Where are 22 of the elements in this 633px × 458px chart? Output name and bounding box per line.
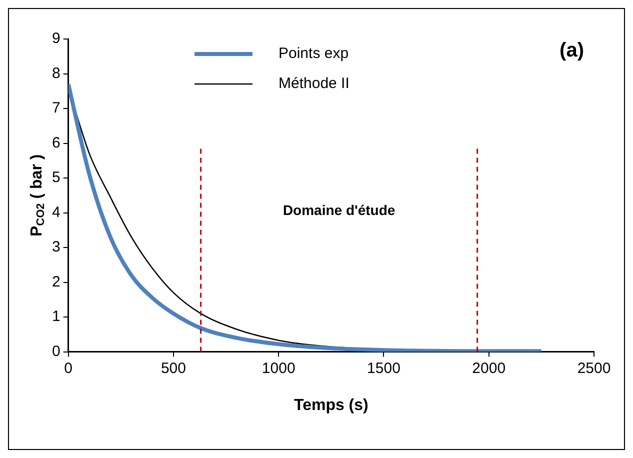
annotation: (a)	[560, 40, 584, 62]
y-tick-label: 4	[52, 204, 60, 221]
y-tick-label: 0	[52, 342, 60, 360]
y-tick-label: 2	[52, 273, 60, 290]
y-tick-label: 1	[52, 308, 60, 326]
y-tick-label: 9	[52, 30, 60, 48]
y-tick-label: 5	[52, 169, 60, 186]
x-tick-label: 0	[64, 360, 73, 377]
legend-label: Points exp	[278, 45, 349, 62]
y-axis-title: PCO2 ( bar )	[28, 154, 48, 236]
legend-label: Méthode II	[278, 75, 350, 92]
x-tick-label: 500	[160, 360, 186, 377]
annotation: Domaine d'étude	[282, 202, 396, 218]
y-tick-label: 8	[52, 64, 60, 82]
y-tick-label: 3	[52, 238, 60, 256]
x-tick-label: 1500	[367, 360, 400, 377]
x-tick-label: 2500	[577, 360, 611, 377]
x-tick-label: 1000	[262, 360, 296, 377]
y-tick-label: 6	[52, 134, 60, 152]
y-tick-label: 7	[52, 100, 60, 117]
x-tick-label: 2000	[472, 360, 506, 377]
x-axis-title: Temps (s)	[294, 396, 368, 414]
